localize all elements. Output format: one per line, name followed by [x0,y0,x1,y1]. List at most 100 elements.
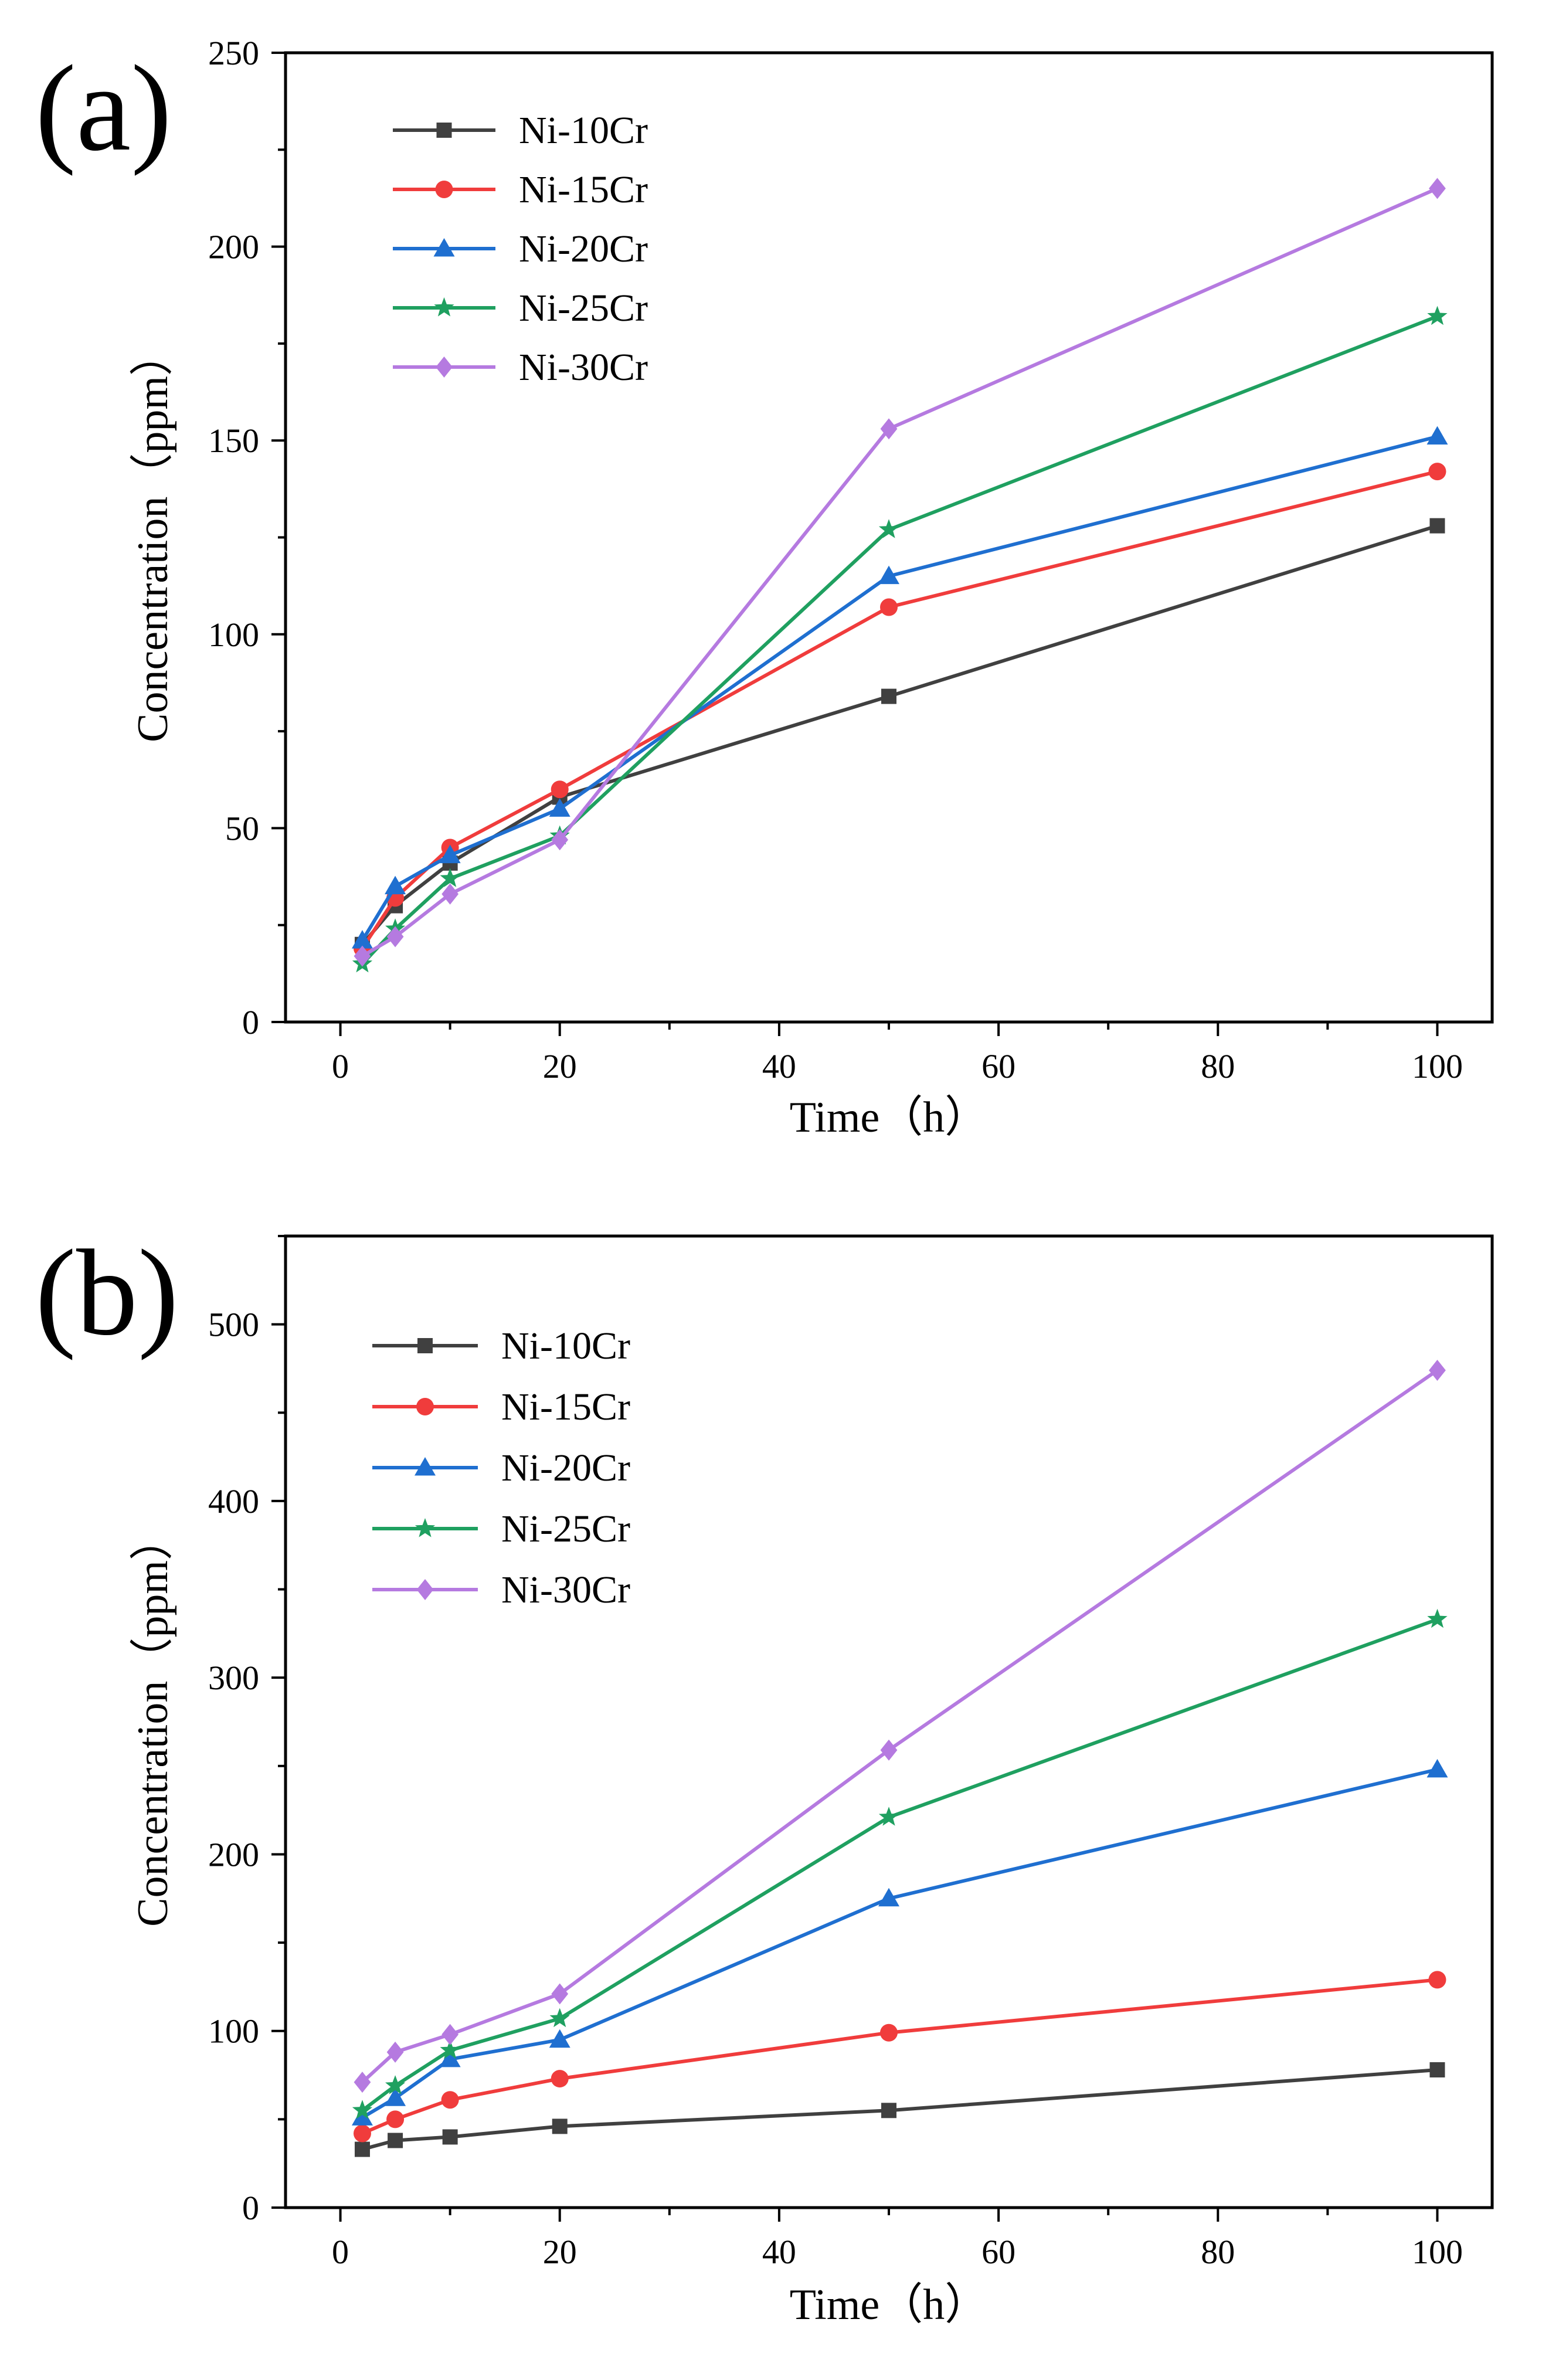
data-point-ni-15cr [880,2023,898,2042]
data-point-ni-15cr [1428,1971,1446,1989]
data-point-ni-15cr [880,598,898,616]
data-point-ni-25cr [549,2008,570,2028]
data-point-ni-25cr [352,2100,373,2119]
data-point-ni-20cr [385,875,406,895]
data-point-ni-10cr [1429,2062,1445,2078]
data-point-ni-30cr [441,883,459,905]
x-axis-label: Time（h） [790,1094,989,1142]
data-point-ni-30cr [386,2041,404,2063]
series-line-ni-20cr [361,434,1438,942]
legend-label-ni-15cr: Ni-15Cr [519,168,648,211]
legend-marker-ni-10cr [436,123,452,138]
data-point-ni-20cr [878,1887,899,1907]
legend-label-ni-15cr: Ni-15Cr [501,1386,630,1428]
legend-label-ni-20cr: Ni-20Cr [501,1447,630,1489]
data-point-ni-10cr [388,2133,403,2148]
legend-marker-ni-20cr [433,238,455,257]
panel-label: (a) [35,40,172,176]
y-axis-label: Concentration（ppm） [129,1517,177,1927]
data-point-ni-20cr [439,2048,461,2067]
data-point-ni-30cr [551,829,569,851]
x-tick-label: 100 [1412,1047,1463,1085]
legend-label-ni-10cr: Ni-10Cr [519,109,648,152]
y-tick-label: 0 [242,1003,259,1041]
x-tick-label: 0 [332,2233,349,2271]
legend-marker-ni-15cr [435,181,453,198]
x-tick-label: 40 [762,1047,796,1085]
data-point-ni-10cr [552,2118,568,2134]
data-point-ni-30cr [1429,1359,1446,1381]
data-point-ni-25cr [440,2039,460,2059]
panel-label: (b) [35,1225,179,1361]
data-point-ni-30cr [880,418,898,440]
x-tick-label: 80 [1201,2233,1235,2271]
data-point-ni-30cr [354,945,371,967]
legend-marker-ni-30cr [416,1579,434,1600]
data-point-ni-15cr [353,2124,371,2143]
data-point-ni-20cr [1426,1758,1448,1778]
legend-marker-ni-20cr [415,1457,436,1476]
data-point-ni-10cr [881,688,896,704]
data-point-ni-20cr [878,565,899,585]
data-point-ni-30cr [441,2023,459,2045]
y-tick-label: 100 [208,2012,259,2050]
data-point-ni-10cr [1429,518,1445,534]
data-point-ni-30cr [880,1739,898,1761]
y-tick-label: 250 [208,34,259,72]
x-tick-label: 100 [1412,2233,1463,2271]
data-point-ni-15cr [1428,463,1446,481]
x-axis-label: Time（h） [790,2281,989,2329]
data-point-ni-15cr [441,2091,459,2109]
y-tick-label: 200 [208,1835,259,1873]
data-point-ni-25cr [878,1807,899,1826]
x-tick-label: 60 [981,1047,1015,1085]
x-tick-label: 20 [543,2233,577,2271]
y-tick-label: 150 [208,422,259,460]
series-line-ni-30cr [361,1369,1439,2084]
legend-label-ni-30cr: Ni-30Cr [501,1568,630,1611]
data-point-ni-10cr [442,2129,458,2145]
x-tick-label: 60 [981,2233,1015,2271]
data-point-ni-10cr [881,2103,896,2118]
x-tick-label: 80 [1201,1047,1235,1085]
data-point-ni-20cr [1426,426,1448,445]
data-point-ni-15cr [551,2070,569,2088]
y-tick-label: 500 [208,1306,259,1344]
data-point-ni-15cr [386,2110,405,2128]
series-line-ni-25cr [361,1617,1438,2112]
y-tick-label: 50 [225,809,259,847]
data-point-ni-20cr [385,2087,406,2106]
x-tick-label: 0 [332,1047,349,1085]
data-point-ni-20cr [351,2107,373,2126]
legend-marker-ni-15cr [416,1398,434,1415]
data-point-ni-25cr [1427,305,1448,325]
y-tick-label: 0 [242,2189,259,2227]
data-point-ni-25cr [1427,1608,1448,1628]
legend-label-ni-20cr: Ni-20Cr [519,228,648,270]
legend-label-ni-30cr: Ni-30Cr [519,346,648,389]
y-axis-label: Concentration（ppm） [129,332,177,742]
data-point-ni-25cr [440,868,460,887]
legend-marker-ni-30cr [436,357,453,378]
chart-a: (a) 0 20 40 60 80 100 0 50 100 150 200 250 Time（h） Con… [35,34,1494,1142]
y-tick-label: 400 [208,1482,259,1520]
data-point-ni-30cr [386,926,404,948]
y-tick-label: 200 [208,228,259,266]
data-point-ni-30cr [354,2072,371,2093]
legend-marker-ni-10cr [417,1338,433,1353]
legend-label-ni-25cr: Ni-25Cr [519,287,648,330]
data-point-ni-15cr [551,780,569,799]
chart-b: (b) 0 20 40 60 80 100 0 100 200 300 400 500 Time（h） Co… [35,1225,1494,2329]
data-point-ni-25cr [385,2075,406,2094]
legend-label-ni-10cr: Ni-10Cr [501,1325,630,1367]
data-point-ni-20cr [439,844,461,864]
data-point-ni-30cr [1429,178,1446,199]
series-line-ni-15cr [361,470,1438,950]
legend-marker-ni-25cr [434,297,454,317]
data-point-ni-20cr [549,2029,570,2048]
data-point-ni-20cr [549,798,570,817]
x-tick-label: 40 [762,2233,796,2271]
x-tick-label: 20 [543,1047,577,1085]
legend-label-ni-25cr: Ni-25Cr [501,1508,630,1550]
